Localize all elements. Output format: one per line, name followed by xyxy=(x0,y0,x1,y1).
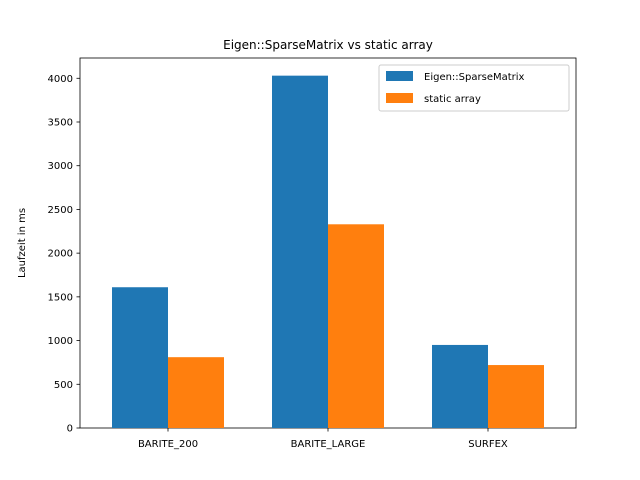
y-tick-label: 1500 xyxy=(48,292,73,303)
y-tick-label: 500 xyxy=(54,380,73,391)
x-axis: BARITE_200 BARITE_LARGE SURFEX xyxy=(138,428,508,450)
y-tick-label: 2000 xyxy=(48,249,73,260)
y-axis-label: Laufzeit in ms xyxy=(17,208,28,278)
y-axis: 0 500 1000 1500 2000 2500 3000 3500 4000 xyxy=(48,74,80,435)
x-tick-label: BARITE_LARGE xyxy=(291,439,366,450)
x-tick-label: BARITE_200 xyxy=(138,439,198,450)
bar-eigen-0 xyxy=(112,287,168,428)
y-tick-label: 2500 xyxy=(48,205,73,216)
legend-swatch xyxy=(386,71,413,81)
bar-eigen-2 xyxy=(432,344,488,428)
bars xyxy=(112,75,544,429)
y-tick-label: 3000 xyxy=(48,161,73,172)
legend-label: Eigen::SparseMatrix xyxy=(424,72,525,83)
y-tick-label: 3500 xyxy=(48,117,73,128)
chart-title: Eigen::SparseMatrix vs static array xyxy=(223,38,433,52)
y-tick-label: 1000 xyxy=(48,336,73,347)
legend-box xyxy=(378,64,570,112)
bar-eigen-1 xyxy=(272,75,328,429)
y-tick-label: 0 xyxy=(67,424,73,435)
bar-static-1 xyxy=(328,224,384,428)
bar-static-2 xyxy=(488,365,544,428)
x-tick-label: SURFEX xyxy=(468,439,508,450)
bar-static-0 xyxy=(168,357,224,428)
legend-swatch xyxy=(386,93,413,103)
y-tick-label: 4000 xyxy=(48,74,73,85)
legend-label: static array xyxy=(424,94,481,105)
